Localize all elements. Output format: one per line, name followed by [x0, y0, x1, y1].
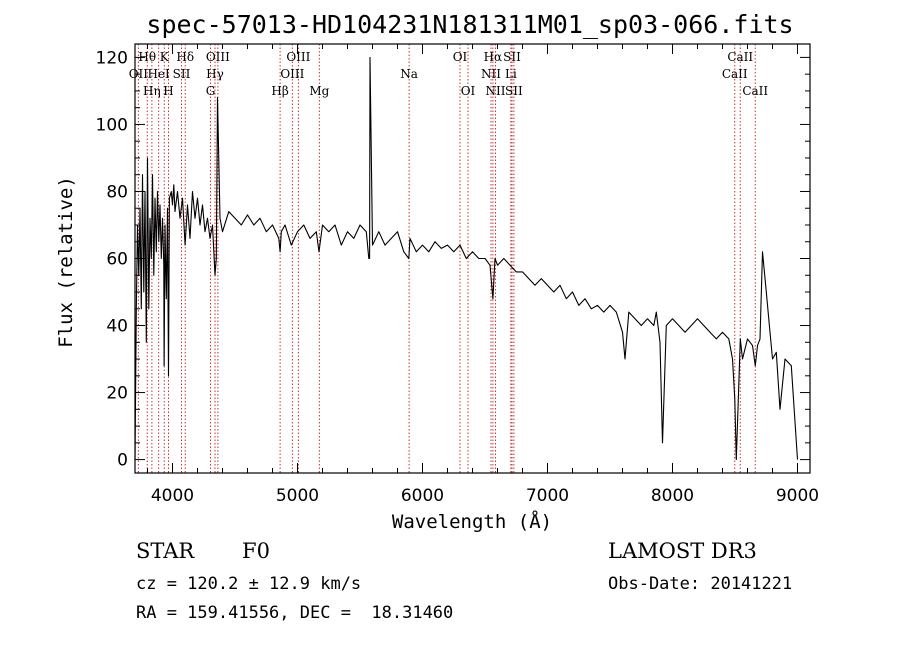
- spectral-line-label: Mg: [309, 84, 329, 98]
- spectral-line-label: CaII: [742, 84, 768, 98]
- spectral-line-label: Li: [505, 67, 517, 81]
- spectral-line-label: CaII: [727, 50, 753, 64]
- x-tick-label: 7000: [526, 486, 569, 506]
- flux-line: [134, 56, 799, 461]
- spectral-line-label: OI: [453, 50, 468, 64]
- spectral-line-label: OI: [461, 84, 476, 98]
- y-tick-label: 100: [96, 115, 128, 135]
- x-axis-label: Wavelength (Å): [392, 510, 552, 533]
- y-tick-label: 80: [106, 182, 128, 202]
- object-subclass: F0: [242, 539, 270, 563]
- coordinates: RA = 159.41556, DEC = 18.31460: [136, 603, 454, 623]
- y-tick-label: 60: [106, 250, 128, 270]
- x-tick-label: 9000: [776, 486, 819, 506]
- spectral-line-label: Hα: [484, 50, 503, 64]
- spectral-line-label: OIII: [286, 50, 310, 64]
- x-tick-label: 5000: [276, 486, 319, 506]
- spectral-line-label: SII: [173, 67, 191, 81]
- spectral-line-label: Na: [400, 67, 418, 81]
- spectral-line-label: G: [206, 84, 216, 98]
- spectral-line-label: OIII: [206, 50, 230, 64]
- x-tick-label: 4000: [151, 486, 194, 506]
- spectral-line-label: H: [163, 84, 173, 98]
- spectral-line-label: Hγ: [206, 67, 224, 81]
- spectral-line-labels: OIIHθHηHeIKHSIIHδGHγOIIIHβOIIIOIIIMgNaOI…: [129, 50, 769, 98]
- spectral-line-label: Hβ: [271, 84, 288, 98]
- spectral-line-markers: [137, 44, 756, 473]
- y-axis-label: Flux (relative): [55, 176, 77, 348]
- spectral-line-label: CaII: [722, 67, 748, 81]
- x-tick-label: 8000: [651, 486, 694, 506]
- spectral-line-label: SII: [505, 84, 523, 98]
- spectral-line-label: HeI: [147, 67, 170, 81]
- spectral-line-label: Hδ: [176, 50, 194, 64]
- survey-name: LAMOST DR3: [608, 539, 757, 563]
- spectral-line-label: NII: [486, 84, 506, 98]
- object-class: STAR: [136, 539, 195, 563]
- spectral-line-label: NII: [481, 67, 501, 81]
- spectral-line-label: K: [160, 50, 170, 64]
- spectral-line-label: SII: [503, 50, 521, 64]
- x-tick-label: 6000: [401, 486, 444, 506]
- spectral-line-label: OIII: [280, 67, 304, 81]
- obs-date: Obs-Date: 20141221: [608, 574, 793, 594]
- spectral-line-label: Hθ: [138, 50, 156, 64]
- y-tick-label: 20: [106, 384, 128, 404]
- y-tick-label: 0: [117, 451, 128, 471]
- y-tick-label: 40: [106, 317, 128, 337]
- axis-ticks: 4000 5000 6000 7000 8000 9000 0 20 40 60 80 100 120: [96, 44, 819, 506]
- redshift-text: cz = 120.2 ± 12.9 km/s: [136, 574, 362, 594]
- y-tick-label: 120: [96, 48, 128, 68]
- flux-series: [134, 56, 799, 461]
- chart-title: spec-57013-HD104231N181311M01_sp03-066.f…: [146, 10, 793, 39]
- plot-frame: [134, 43, 811, 474]
- spectral-line-label: Hη: [143, 84, 161, 98]
